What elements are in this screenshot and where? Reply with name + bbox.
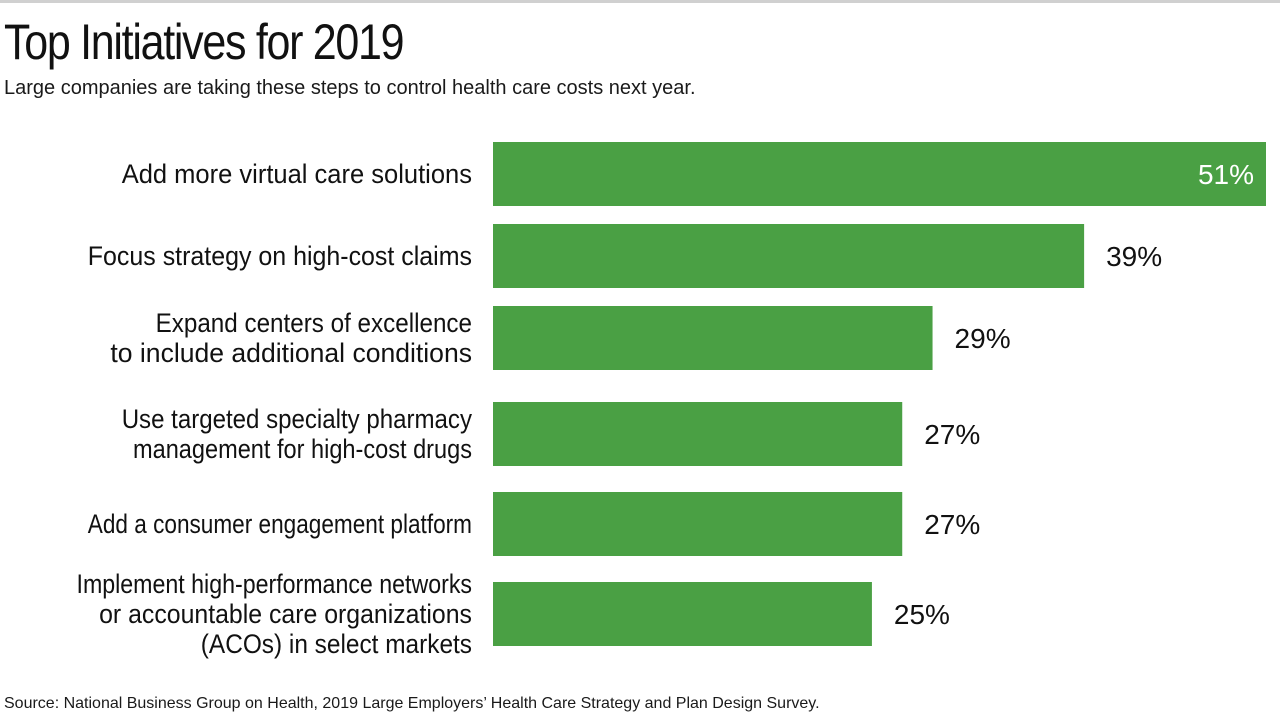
chart-title: Top Initiatives for 2019	[4, 14, 405, 70]
bar-2	[493, 224, 1085, 288]
value-label-6: 25%	[894, 599, 950, 630]
category-label-6: Implement high-performance networks or ac…	[77, 569, 473, 659]
source-note: Source: National Business Group on Healt…	[4, 695, 820, 712]
bar-5	[493, 492, 903, 556]
value-label-3: 29%	[955, 323, 1011, 354]
value-label-4: 27%	[924, 419, 980, 450]
category-label-2: Focus strategy on high-cost claims	[88, 241, 472, 271]
bar-3	[493, 306, 933, 370]
category-label-3: Expand centers of excellence to include a…	[110, 308, 472, 368]
bar-chart: Add more virtual care solutions 51% Focus …	[77, 142, 1266, 659]
chart-subtitle: Large companies are taking these steps t…	[4, 77, 696, 99]
category-label-5: Add a consumer engagement platform	[88, 509, 472, 539]
bar-4	[493, 402, 903, 466]
category-label-4: Use targeted specialty pharmacy managemen…	[122, 404, 473, 464]
category-label-1: Add more virtual care solutions	[122, 159, 472, 189]
top-rule	[0, 0, 1280, 3]
bar-1	[493, 142, 1266, 206]
bar-6	[493, 582, 872, 646]
value-label-5: 27%	[924, 509, 980, 540]
value-label-2: 39%	[1106, 241, 1162, 272]
value-label-1: 51%	[1198, 159, 1254, 190]
